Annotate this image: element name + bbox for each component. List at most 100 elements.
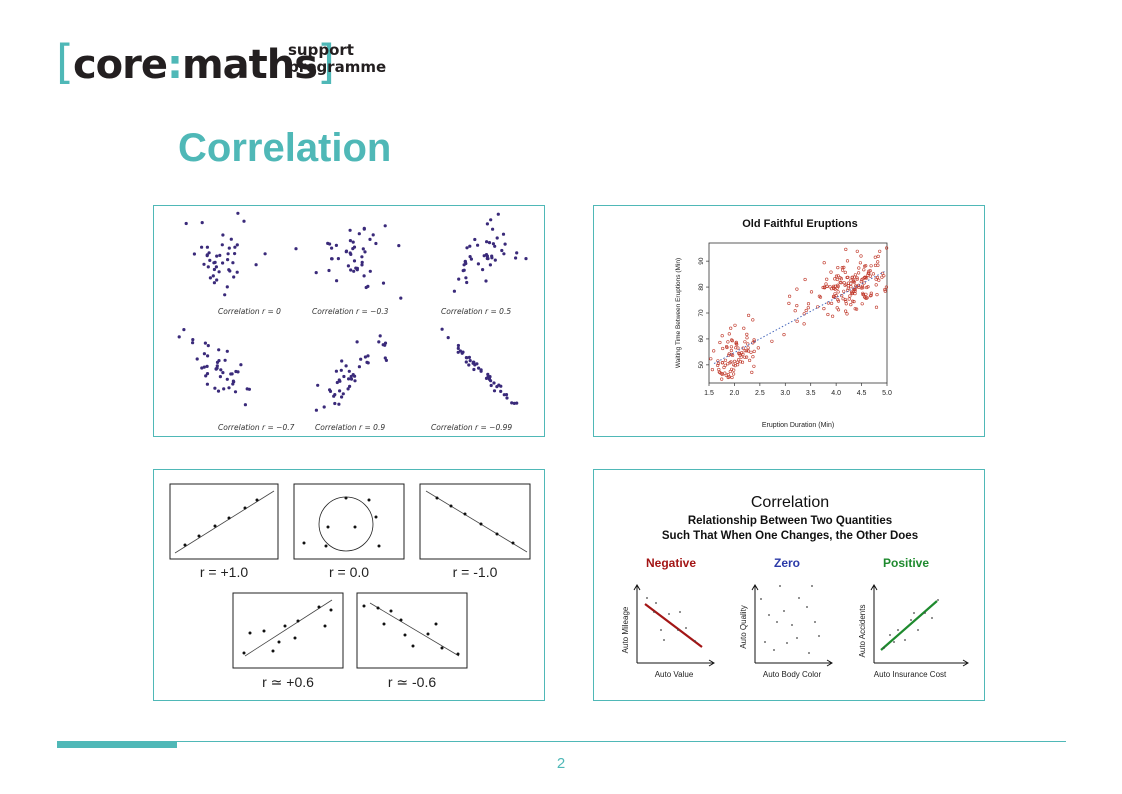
eruption-point (822, 285, 826, 289)
x-tick-label: 1.5 (704, 390, 714, 397)
eruption-point (869, 264, 873, 268)
eruption-point (752, 339, 756, 343)
scatter-point (463, 260, 467, 264)
concept-point (931, 617, 933, 619)
scatter-point (239, 363, 243, 367)
scatter-point (242, 219, 246, 223)
scatter-point (233, 390, 238, 394)
eruption-point (860, 277, 864, 282)
eruption-point (745, 349, 749, 353)
eruption-point (751, 318, 755, 322)
scatter-point (225, 377, 229, 381)
scatter-point (206, 354, 210, 358)
concept-point (889, 634, 891, 636)
eruption-point (743, 349, 747, 353)
scatter-point (368, 269, 372, 273)
concept-point (776, 621, 778, 623)
scatter-point (378, 334, 382, 338)
eruption-point (747, 313, 751, 317)
scatter-point (344, 249, 349, 253)
concept-positive-xlabel: Auto Insurance Cost (874, 670, 947, 679)
scatter-point (195, 357, 199, 361)
r-point (242, 651, 246, 655)
r-point (374, 515, 378, 519)
scatter-point (335, 380, 339, 385)
concept-subtitle-1: Relationship Between Two Quantities (688, 515, 892, 527)
scatter-point (206, 344, 210, 348)
scatter-point (191, 341, 195, 345)
scatter-point (342, 374, 346, 379)
r-point (367, 498, 371, 502)
eruption-point (853, 307, 857, 311)
eruption-point (832, 286, 836, 290)
logo-bracket-open: [ (56, 35, 74, 89)
axis-arrow-y (633, 584, 641, 591)
eruption-point (854, 284, 858, 288)
eruption-point (737, 351, 741, 355)
r-point (213, 524, 217, 528)
scatter-point (468, 255, 472, 259)
scatter-point (351, 240, 355, 244)
scatter-point (383, 341, 388, 345)
r-point (434, 622, 438, 626)
scatter-point (205, 382, 209, 386)
concept-point (796, 637, 798, 639)
eruption-point (793, 309, 797, 313)
eruption-point (729, 348, 733, 353)
scatter-point (475, 362, 479, 366)
logo-tagline-line1: support (288, 41, 354, 59)
scatter-point (461, 350, 465, 354)
r-point (248, 631, 252, 635)
r-label-2: r = 0.0 (329, 564, 369, 580)
scatter-point (211, 274, 215, 278)
scatter-point (227, 246, 231, 250)
scatter-point (335, 279, 339, 283)
scatter-point (514, 256, 518, 260)
eruption-point (878, 249, 882, 253)
scatter-point (340, 395, 344, 399)
correlation-concept-panel: Correlation Relationship Between Two Qua… (593, 469, 985, 701)
eruption-point (723, 371, 727, 375)
r-point (329, 608, 333, 612)
scatter-point (487, 241, 492, 245)
scatter-point (496, 212, 500, 216)
eruption-point (871, 272, 876, 276)
eruption-point (876, 260, 880, 264)
concept-heading: Correlation (751, 494, 829, 511)
eruption-point (855, 307, 859, 311)
scatter-point (360, 260, 364, 264)
eruption-point (836, 265, 840, 270)
concept-point (897, 629, 899, 631)
r-point (403, 633, 407, 637)
scatter-label-6: Correlation r = −0.99 (431, 423, 512, 432)
eruption-point (724, 373, 728, 377)
eruption-point (859, 254, 863, 258)
r-label-4: r ≃ +0.6 (262, 674, 314, 690)
old-faithful-title: Old Faithful Eruptions (742, 218, 858, 230)
footer-rule (57, 741, 1066, 742)
eruption-point (730, 367, 734, 371)
scatter-point (334, 243, 338, 247)
eruption-point (751, 355, 755, 359)
page-number: 2 (556, 755, 566, 772)
scatter-point (314, 271, 318, 275)
scatter-point (216, 389, 221, 393)
concept-point (773, 649, 775, 651)
r-label-3: r = -1.0 (453, 564, 498, 580)
eruption-point (845, 259, 850, 263)
eruption-point (822, 306, 826, 311)
scatter-point (327, 268, 331, 273)
scatter-label-3: Correlation r = 0.5 (441, 307, 511, 316)
scatter-point (371, 233, 375, 237)
eruption-point (842, 289, 846, 293)
eruption-point (852, 288, 857, 292)
old-faithful-panel: Old Faithful Eruptions 1.5 2.0 2.5 3.0 3.5 4.… (593, 205, 985, 437)
scatter-point (510, 401, 514, 405)
concept-point (786, 642, 788, 644)
eruption-point (831, 314, 835, 318)
concept-point (685, 627, 687, 629)
core-maths-logo: [core:maths] support programme (56, 35, 386, 89)
scatter-point (330, 246, 334, 250)
scatter-point (233, 252, 237, 256)
axis-arrow-x (962, 659, 969, 667)
